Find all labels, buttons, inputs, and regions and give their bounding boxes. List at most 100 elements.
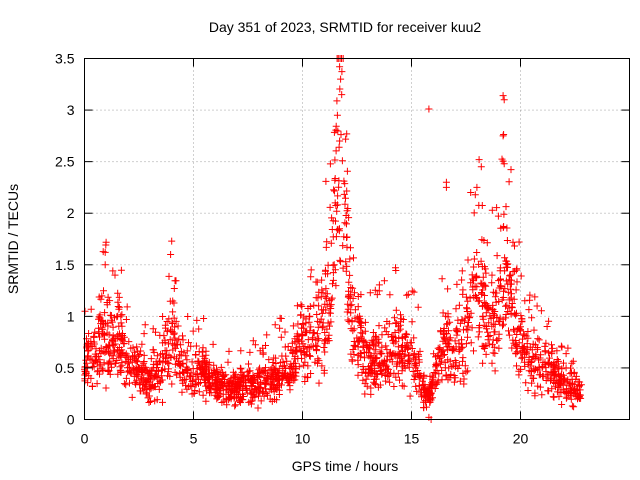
data-point [133,343,141,351]
data-point [409,368,417,375]
data-point [438,357,445,365]
data-point [576,386,584,394]
data-point [505,296,513,304]
data-point [398,367,406,375]
data-point [101,261,109,269]
data-point [84,379,92,387]
data-point [494,212,502,220]
data-point [88,363,96,371]
data-point [478,290,486,298]
data-point [304,305,312,312]
data-point [353,334,361,342]
data-point [321,267,329,275]
data-point [403,331,411,339]
data-point [165,272,173,280]
data-point [557,372,565,380]
data-point [103,329,111,337]
data-point [307,273,315,281]
data-point [451,337,459,345]
data-point [396,376,403,384]
data-point [194,359,202,367]
data-point [537,351,545,359]
data-point [315,357,323,365]
data-point [185,383,193,391]
data-point [312,294,320,302]
data-point [550,371,558,379]
data-point [449,361,457,369]
data-point [509,238,517,246]
data-point [411,372,419,380]
data-point [109,323,117,331]
data-point [518,315,526,323]
data-point [356,312,364,320]
data-point [207,381,215,389]
data-point [335,177,343,185]
data-point [415,382,423,390]
data-point [347,284,355,291]
data-point [106,350,114,358]
data-point [555,363,563,371]
data-point [513,343,521,350]
data-point [367,353,375,361]
data-point [318,276,326,284]
data-point [111,314,118,322]
data-point [343,220,350,228]
data-point [86,355,94,363]
data-point [406,339,414,347]
data-point [508,290,515,298]
data-point [146,381,154,389]
data-point [362,375,370,383]
data-point [140,330,148,338]
data-point [537,307,545,315]
data-point [344,205,352,212]
data-point [438,275,446,283]
data-point [158,366,166,374]
data-point [524,387,532,394]
data-point [468,324,476,332]
data-point [294,355,302,362]
data-point [87,305,95,313]
data-point [575,392,583,400]
data-point [134,347,142,355]
data-point [335,183,343,191]
data-point [572,375,580,383]
data-point [299,321,307,329]
data-point [143,378,151,385]
data-point [306,352,313,360]
data-point [344,316,352,324]
data-point [174,322,182,330]
data-point [302,319,310,327]
data-point [147,385,155,393]
y-tick-label: 0 [67,412,75,428]
data-point [251,341,259,349]
data-point [159,398,166,406]
data-point [277,359,285,367]
data-point [461,362,469,370]
data-point [454,316,462,324]
data-point [394,370,402,378]
data-point [336,85,344,93]
data-point [220,397,228,405]
data-point [140,359,148,367]
data-point [513,278,521,286]
data-point [96,360,104,368]
data-point [192,342,200,350]
data-point [199,344,207,352]
data-point [193,371,201,379]
data-point [342,194,349,202]
data-point [259,350,267,358]
data-point [534,345,542,353]
data-point [495,284,503,292]
y-tick-label: 0.5 [55,360,75,376]
data-point [460,375,468,383]
data-point [195,348,203,356]
data-point [138,374,146,382]
data-point [334,127,342,135]
data-point [120,340,128,347]
data-point [348,356,356,364]
data-point [90,362,98,370]
data-point [444,310,452,318]
data-point [480,281,488,289]
data-point [462,325,470,333]
data-point [149,375,157,383]
